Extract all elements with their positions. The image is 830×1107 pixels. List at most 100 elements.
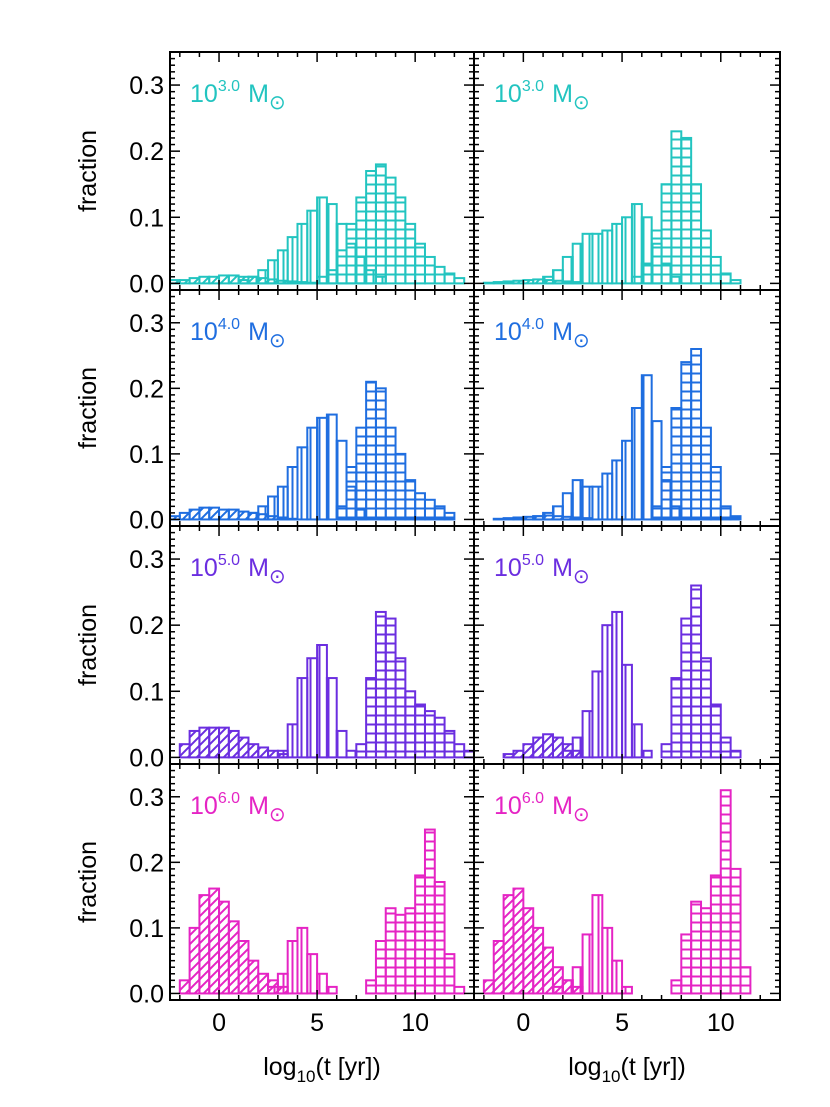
bar (296, 446, 309, 521)
bar (611, 222, 624, 285)
bar (433, 265, 446, 285)
bar (316, 416, 328, 521)
bar (188, 926, 201, 995)
bar (433, 716, 446, 759)
bar (729, 515, 742, 521)
bar (423, 710, 436, 759)
series-diagonal (482, 887, 584, 995)
y-tick-label: 0.0 (129, 744, 164, 772)
bar (561, 979, 574, 995)
bar (178, 279, 191, 285)
bar (296, 677, 309, 759)
y-tick-label: 0.1 (129, 204, 164, 232)
bar (512, 516, 525, 521)
x-axis-label-log: log (568, 1053, 601, 1081)
x-axis-label-log: log (263, 1053, 296, 1081)
mass-label-unit: M (248, 554, 269, 582)
bar (551, 505, 564, 521)
bar (325, 677, 338, 759)
bar (227, 274, 240, 285)
bar (571, 479, 584, 521)
bar (306, 209, 319, 285)
y-tick-label: 0.3 (129, 784, 164, 812)
bar (591, 485, 604, 521)
bar (335, 505, 348, 521)
bar (316, 644, 328, 759)
bar (690, 584, 703, 759)
mass-label-exponent: 6.0 (218, 790, 240, 807)
bar (492, 940, 505, 995)
bar (374, 163, 387, 285)
bar (355, 196, 368, 285)
bar (709, 466, 722, 521)
panel-r1-c1: 104.0 M⊙ (473, 289, 781, 527)
series-horizontal (660, 584, 742, 759)
bar (218, 726, 230, 759)
series-vertical (276, 644, 358, 759)
bar (208, 726, 221, 759)
mass-label-base: 10 (190, 554, 218, 582)
bar (690, 183, 703, 285)
bar (345, 222, 358, 285)
mass-label: 106.0 M⊙ (494, 790, 590, 826)
bar (414, 492, 426, 521)
bar (394, 196, 407, 285)
bar (414, 242, 426, 285)
bar (208, 506, 221, 521)
bar (502, 280, 515, 285)
bar (630, 407, 643, 521)
bar (571, 242, 584, 285)
bar (621, 216, 633, 285)
sun-symbol-icon: ⊙ (269, 566, 286, 588)
x-tick-label: 0 (516, 1009, 530, 1037)
y-tick-label: 0.3 (129, 546, 164, 574)
bar (640, 262, 653, 285)
x-axis-label-base: 10 (297, 1067, 316, 1086)
bar (601, 624, 614, 759)
bar (198, 894, 211, 995)
bar (306, 953, 319, 995)
bar (335, 249, 348, 285)
y-tick-label: 0.3 (129, 72, 164, 100)
bar (404, 222, 417, 285)
x-axis-label-base: 10 (602, 1067, 621, 1086)
x-axis-label: log10(t [yr]) (263, 1053, 381, 1086)
bar (208, 887, 221, 995)
bar (542, 946, 554, 995)
bar (700, 426, 712, 521)
y-tick-label: 0.1 (129, 441, 164, 469)
bar (729, 279, 742, 285)
bar (680, 136, 693, 285)
bar (227, 920, 240, 995)
bar (325, 269, 338, 285)
bar (709, 255, 722, 285)
mass-label: 105.0 M⊙ (494, 552, 590, 588)
bar (247, 959, 260, 995)
bar (306, 657, 319, 759)
bar (670, 979, 683, 995)
bar (700, 657, 712, 759)
bar (374, 610, 387, 759)
panel-r0-c1: 103.0 M⊙ (473, 51, 781, 291)
bar (522, 907, 535, 995)
bar (650, 420, 663, 521)
bar (581, 710, 594, 759)
bar (208, 275, 221, 285)
bar (384, 907, 397, 995)
bar (306, 426, 319, 521)
mass-label: 104.0 M⊙ (190, 316, 286, 352)
mass-label-unit: M (552, 792, 573, 820)
series-vertical (532, 374, 683, 521)
bar (522, 515, 535, 521)
mass-label-unit: M (552, 318, 573, 346)
bar (630, 723, 643, 759)
bar (286, 940, 299, 995)
bar (286, 236, 299, 285)
bar (316, 275, 328, 285)
bar (316, 196, 328, 285)
bar (542, 733, 554, 759)
bar (325, 985, 338, 995)
bar (611, 610, 624, 759)
bar (218, 274, 230, 285)
